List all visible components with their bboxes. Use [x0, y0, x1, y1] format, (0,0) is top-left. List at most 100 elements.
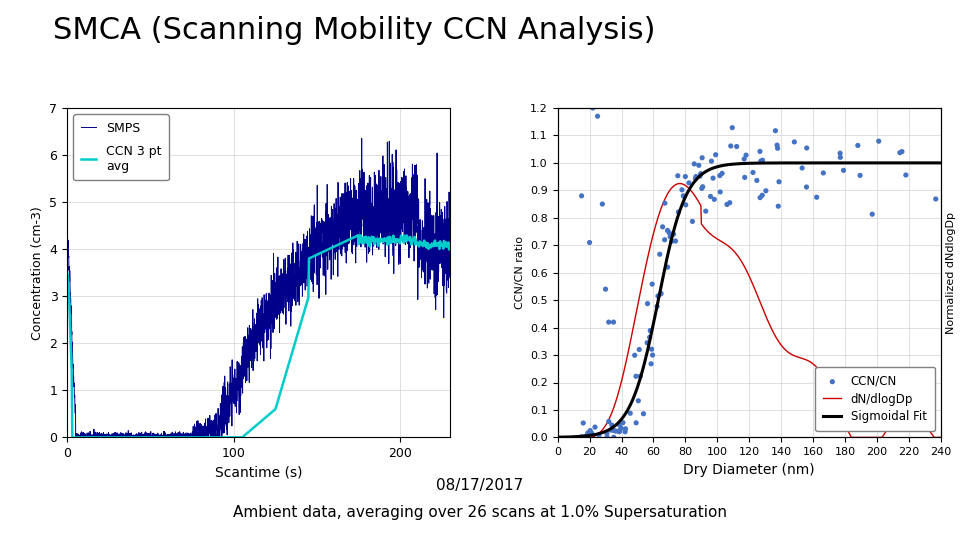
CCN/CN — [892, 148, 907, 157]
CCN/CN — [639, 299, 655, 308]
CCN/CN — [708, 151, 723, 159]
CCN/CN — [755, 156, 770, 165]
CCN/CN — [606, 318, 621, 326]
CCN/CN — [604, 426, 619, 435]
CCN/CN — [852, 171, 868, 180]
dN/dlogDp — [884, 422, 896, 428]
CCN 3 pt
avg — [444, 242, 456, 249]
SMPS — [128, 432, 139, 438]
CCN/CN — [899, 171, 914, 179]
CCN/CN — [664, 237, 680, 246]
CCN/CN — [643, 326, 659, 335]
CCN/CN — [722, 198, 737, 207]
CCN/CN — [836, 166, 852, 175]
SMPS — [438, 229, 449, 235]
CCN/CN — [589, 112, 605, 120]
CCN/CN — [628, 372, 643, 381]
SMPS — [356, 135, 368, 141]
CCN/CN — [650, 292, 665, 300]
CCN/CN — [754, 157, 769, 165]
CCN 3 pt
avg — [352, 232, 364, 239]
Y-axis label: CCN/CN ratio: CCN/CN ratio — [515, 236, 524, 309]
CCN/CN — [660, 263, 675, 272]
CCN/CN — [753, 147, 768, 156]
CCN/CN — [729, 142, 744, 151]
CCN/CN — [643, 360, 659, 368]
CCN/CN — [770, 144, 785, 153]
Text: Ambient data, averaging over 26 scans at 1.0% Supersaturation: Ambient data, averaging over 26 scans at… — [233, 505, 727, 520]
CCN 3 pt
avg — [235, 434, 247, 441]
CCN/CN — [706, 174, 721, 183]
Sigmoidal Fit — [925, 160, 937, 166]
CCN/CN — [580, 429, 595, 437]
CCN/CN — [623, 469, 638, 477]
CCN/CN — [769, 141, 784, 150]
CCN/CN — [581, 428, 596, 437]
CCN/CN — [585, 104, 600, 112]
CCN/CN — [662, 232, 678, 241]
CCN/CN — [606, 426, 621, 435]
X-axis label: Scantime (s): Scantime (s) — [215, 465, 302, 480]
CCN/CN — [768, 126, 783, 135]
CCN/CN — [786, 138, 802, 146]
CCN/CN — [660, 226, 675, 235]
CCN 3 pt
avg — [160, 434, 172, 441]
CCN/CN — [799, 144, 814, 152]
CCN/CN — [677, 192, 692, 201]
Line: SMPS: SMPS — [67, 138, 450, 437]
CCN/CN — [601, 417, 616, 426]
SMPS — [225, 397, 236, 403]
CCN/CN — [678, 172, 693, 181]
CCN/CN — [644, 345, 660, 354]
Sigmoidal Fit — [736, 160, 748, 167]
CCN/CN — [644, 280, 660, 288]
CCN/CN — [771, 178, 786, 186]
CCN/CN — [615, 418, 631, 427]
CCN/CN — [851, 141, 866, 150]
CCN/CN — [642, 333, 658, 342]
Sigmoidal Fit — [935, 160, 947, 166]
SMPS — [396, 174, 408, 180]
CCN/CN — [591, 431, 607, 440]
CCN/CN — [714, 169, 730, 178]
CCN/CN — [636, 409, 651, 418]
CCN/CN — [601, 318, 616, 326]
CCN/CN — [584, 429, 599, 437]
CCN/CN — [576, 418, 591, 427]
CCN/CN — [795, 164, 810, 172]
Legend: SMPS, CCN 3 pt
avg: SMPS, CCN 3 pt avg — [74, 114, 169, 180]
CCN/CN — [671, 208, 686, 217]
Line: dN/dlogDp: dN/dlogDp — [574, 184, 941, 437]
CCN/CN — [654, 289, 669, 298]
CCN/CN — [694, 153, 709, 162]
dN/dlogDp — [590, 432, 602, 438]
CCN/CN — [599, 429, 614, 438]
Legend: CCN/CN, dN/dlogDp, Sigmoidal Fit: CCN/CN, dN/dlogDp, Sigmoidal Fit — [815, 367, 935, 431]
CCN/CN — [594, 200, 610, 208]
SMPS — [70, 434, 82, 441]
CCN/CN — [676, 192, 691, 200]
CCN/CN — [753, 193, 768, 202]
CCN/CN — [832, 149, 848, 158]
CCN 3 pt
avg — [130, 434, 141, 441]
CCN/CN — [629, 418, 644, 427]
CCN/CN — [725, 123, 740, 132]
CCN 3 pt
avg — [66, 434, 78, 441]
CCN 3 pt
avg — [318, 248, 329, 255]
CCN/CN — [612, 421, 627, 429]
dN/dlogDp — [803, 357, 814, 364]
CCN/CN — [578, 432, 593, 441]
CCN/CN — [707, 195, 722, 204]
CCN/CN — [832, 153, 848, 161]
CCN/CN — [653, 289, 668, 298]
CCN/CN — [645, 351, 660, 360]
CCN/CN — [928, 194, 944, 203]
CCN/CN — [871, 137, 886, 145]
CCN/CN — [599, 433, 614, 442]
CCN/CN — [799, 183, 814, 191]
CCN/CN — [738, 151, 754, 159]
SMPS — [106, 434, 117, 441]
CCN/CN — [719, 200, 734, 209]
CCN/CN — [627, 351, 642, 360]
dN/dlogDp — [781, 348, 793, 355]
